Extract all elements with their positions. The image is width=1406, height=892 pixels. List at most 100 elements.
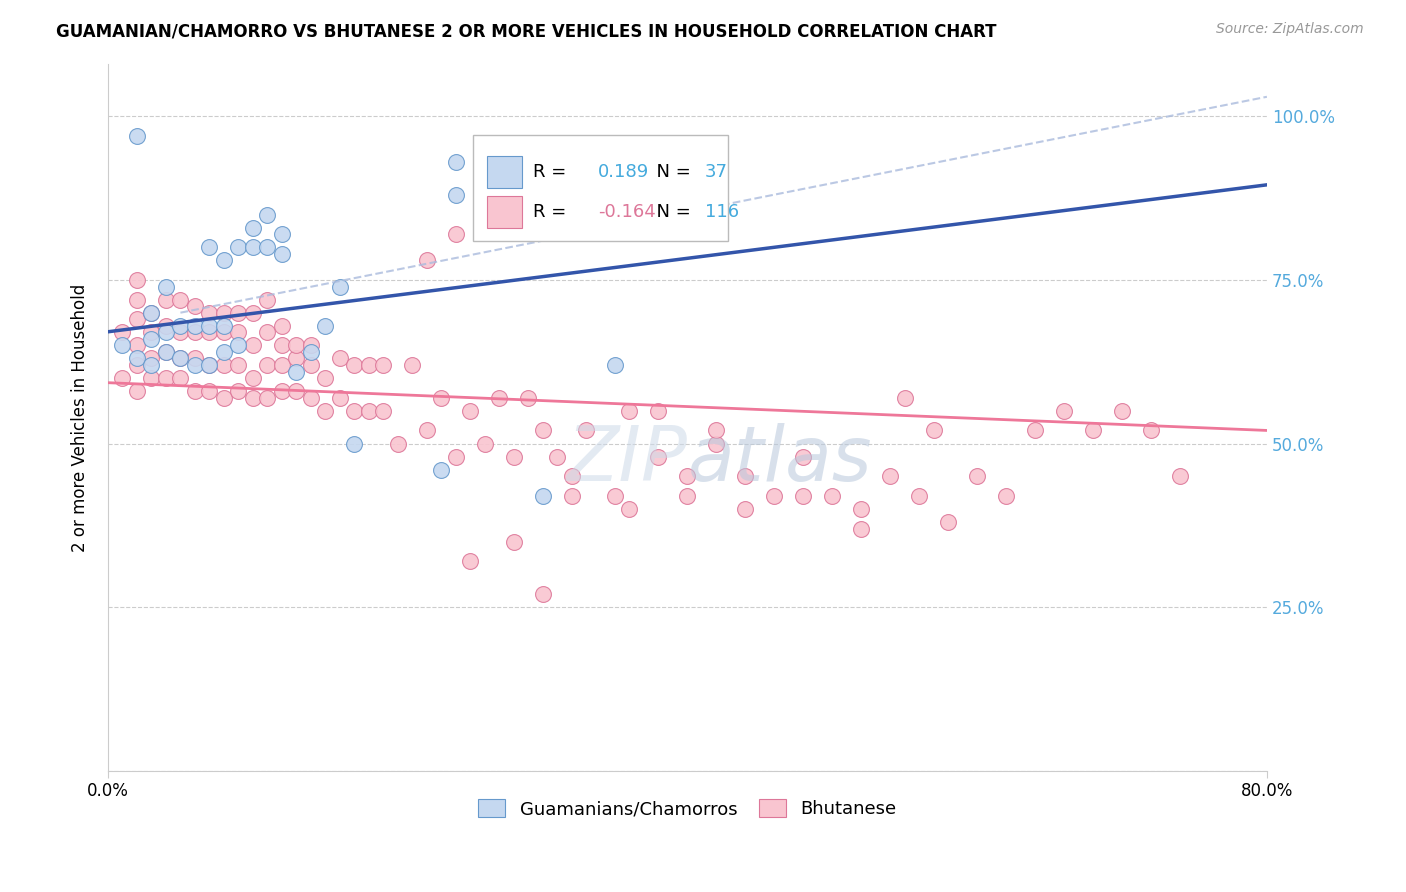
Point [169, 318, 191, 333]
Point [212, 306, 235, 320]
FancyBboxPatch shape [472, 135, 728, 241]
Text: N =: N = [644, 203, 702, 221]
Point [111, 371, 134, 385]
Point [228, 358, 250, 372]
Point [706, 436, 728, 450]
Point [212, 318, 235, 333]
Text: atlas: atlas [688, 423, 872, 497]
Point [603, 489, 626, 503]
Point [155, 345, 177, 359]
Point [502, 450, 524, 464]
Point [502, 534, 524, 549]
Point [763, 489, 786, 503]
Point [647, 450, 669, 464]
Point [531, 489, 554, 503]
Point [125, 273, 148, 287]
Point [299, 338, 322, 352]
Point [155, 293, 177, 307]
Point [851, 502, 873, 516]
Point [676, 489, 699, 503]
Point [242, 220, 264, 235]
Point [444, 450, 467, 464]
Point [329, 279, 352, 293]
Point [458, 404, 481, 418]
Point [285, 365, 308, 379]
Point [198, 318, 221, 333]
Text: ZIP: ZIP [567, 423, 688, 497]
Point [1053, 404, 1076, 418]
Point [343, 436, 366, 450]
Point [299, 391, 322, 405]
Point [270, 338, 292, 352]
Point [488, 391, 510, 405]
Point [285, 351, 308, 366]
Point [155, 279, 177, 293]
Point [893, 391, 915, 405]
Point [212, 391, 235, 405]
Point [343, 358, 366, 372]
Point [314, 371, 336, 385]
Point [228, 240, 250, 254]
Point [879, 469, 901, 483]
Point [517, 391, 540, 405]
Point [125, 358, 148, 372]
Point [343, 404, 366, 418]
Point [212, 345, 235, 359]
Point [125, 312, 148, 326]
Point [329, 391, 352, 405]
Text: Source: ZipAtlas.com: Source: ZipAtlas.com [1216, 22, 1364, 37]
Point [111, 326, 134, 340]
Point [792, 450, 814, 464]
Point [706, 424, 728, 438]
FancyBboxPatch shape [486, 196, 522, 228]
Point [155, 326, 177, 340]
Point [125, 129, 148, 144]
Point [373, 404, 395, 418]
Point [458, 554, 481, 568]
Point [561, 489, 583, 503]
Point [256, 208, 278, 222]
Point [531, 587, 554, 601]
Point [242, 371, 264, 385]
Point [575, 424, 598, 438]
Point [734, 469, 756, 483]
Point [619, 502, 641, 516]
Point [619, 404, 641, 418]
Point [444, 188, 467, 202]
Point [1081, 424, 1104, 438]
Point [299, 345, 322, 359]
Point [184, 326, 207, 340]
Point [676, 469, 699, 483]
Point [401, 358, 423, 372]
Point [314, 404, 336, 418]
Point [561, 469, 583, 483]
Point [415, 424, 437, 438]
Point [329, 351, 352, 366]
Point [1168, 469, 1191, 483]
Point [270, 358, 292, 372]
Text: 0.189: 0.189 [598, 163, 650, 181]
Point [474, 188, 496, 202]
Point [184, 318, 207, 333]
Point [198, 384, 221, 399]
Point [198, 358, 221, 372]
Point [228, 338, 250, 352]
Text: 37: 37 [704, 163, 728, 181]
Text: N =: N = [644, 163, 702, 181]
Text: -0.164: -0.164 [598, 203, 657, 221]
Point [474, 436, 496, 450]
Point [1111, 404, 1133, 418]
Point [387, 436, 409, 450]
Point [184, 299, 207, 313]
Point [922, 424, 945, 438]
Point [256, 293, 278, 307]
Point [169, 351, 191, 366]
Point [125, 293, 148, 307]
Point [792, 489, 814, 503]
Point [169, 371, 191, 385]
Point [228, 326, 250, 340]
Point [270, 318, 292, 333]
Point [270, 247, 292, 261]
Y-axis label: 2 or more Vehicles in Household: 2 or more Vehicles in Household [72, 284, 89, 551]
Point [299, 358, 322, 372]
